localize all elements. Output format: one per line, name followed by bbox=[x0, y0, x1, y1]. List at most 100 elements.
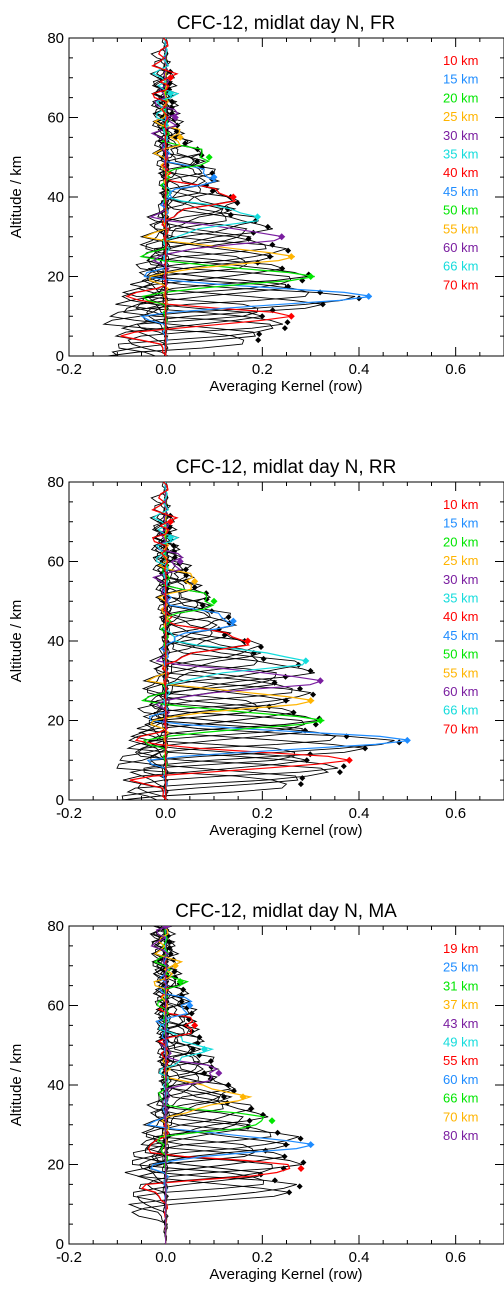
peak-marker-black bbox=[362, 745, 369, 752]
x-tick-label: 0.4 bbox=[349, 361, 370, 378]
legend-entry: 35 km bbox=[443, 147, 478, 162]
y-tick-label: 40 bbox=[47, 1077, 64, 1094]
x-tick-label: 0.0 bbox=[155, 805, 176, 822]
peak-marker-black bbox=[171, 968, 178, 975]
x-tick-label: 0.6 bbox=[445, 1249, 466, 1266]
kernel-peak-marker bbox=[316, 677, 324, 685]
kernel-peak-marker bbox=[229, 193, 237, 201]
legend-entry: 60 km bbox=[443, 684, 478, 699]
kernel-peak-marker bbox=[186, 1002, 194, 1009]
peak-marker-black bbox=[297, 1135, 304, 1142]
peak-marker-black bbox=[300, 1159, 307, 1166]
legend-entry: 66 km bbox=[443, 1091, 478, 1106]
x-axis-label: Averaging Kernel (row) bbox=[209, 378, 362, 395]
y-tick-label: 40 bbox=[47, 189, 64, 206]
kernel-peak-marker bbox=[345, 756, 353, 764]
kernel-peak-marker bbox=[287, 312, 295, 320]
legend-entry: 40 km bbox=[443, 165, 478, 180]
peak-marker-black bbox=[203, 590, 210, 597]
kernel-series-line bbox=[151, 38, 179, 356]
kernel-curves bbox=[102, 38, 373, 356]
x-tick-label: -0.2 bbox=[56, 805, 82, 822]
peak-marker-black bbox=[284, 319, 291, 326]
y-axis-label: Altitude / km bbox=[8, 600, 25, 683]
legend-entry: 19 km bbox=[443, 941, 478, 956]
peak-marker-black bbox=[264, 223, 271, 230]
legend-entry: 55 km bbox=[443, 1053, 478, 1068]
peak-marker-black bbox=[169, 98, 175, 105]
peak-marker-black bbox=[336, 769, 343, 776]
peak-marker-black bbox=[194, 158, 201, 165]
peak-marker-black bbox=[256, 331, 263, 338]
legend-entry: 43 km bbox=[443, 1016, 478, 1031]
x-tick-label: 0.0 bbox=[155, 361, 176, 378]
kernel-row-black bbox=[124, 926, 290, 1244]
x-axis-label: Averaging Kernel (row) bbox=[209, 822, 362, 839]
peak-marker-black bbox=[255, 337, 262, 344]
peak-marker-black bbox=[271, 679, 278, 686]
peak-marker-black bbox=[281, 325, 288, 332]
peak-marker-black bbox=[220, 1093, 227, 1100]
kernel-row-black bbox=[149, 482, 395, 800]
peak-marker-black bbox=[396, 739, 403, 746]
peak-marker-black bbox=[297, 685, 303, 692]
kernel-peak-marker bbox=[244, 637, 252, 645]
kernel-peak-marker bbox=[307, 1141, 315, 1149]
plot-frame bbox=[68, 37, 504, 357]
peak-marker-black bbox=[191, 584, 198, 591]
y-tick-label: 80 bbox=[47, 30, 64, 47]
peak-marker-black bbox=[183, 572, 190, 579]
peak-marker-black bbox=[173, 128, 180, 135]
legend-entry: 20 km bbox=[443, 90, 478, 105]
peak-marker-black bbox=[171, 554, 178, 561]
y-tick-label: 60 bbox=[47, 998, 64, 1015]
x-tick-label: 0.0 bbox=[155, 1249, 176, 1266]
kernel-peak-marker bbox=[171, 114, 179, 121]
legend-entry: 20 km bbox=[443, 534, 478, 549]
peak-marker-black bbox=[285, 283, 292, 290]
peak-marker-black bbox=[209, 188, 216, 195]
kernel-series-line bbox=[145, 926, 315, 1244]
legend-entry: 70 km bbox=[443, 1109, 478, 1124]
peak-marker-black bbox=[166, 944, 173, 951]
kernel-row-black bbox=[154, 926, 189, 1244]
x-tick-label: 0.6 bbox=[445, 361, 466, 378]
y-tick-label: 20 bbox=[47, 713, 64, 730]
y-tick-label: 0 bbox=[56, 792, 64, 809]
peak-marker-black bbox=[207, 1058, 214, 1065]
kernel-peak-marker bbox=[297, 1164, 305, 1172]
peak-marker-black bbox=[188, 1010, 195, 1017]
legend-entry: 49 km bbox=[443, 1035, 478, 1050]
peak-marker-black bbox=[225, 614, 232, 621]
y-tick-label: 20 bbox=[47, 1157, 64, 1174]
x-tick-label: -0.2 bbox=[56, 1249, 82, 1266]
legend-entry: 25 km bbox=[443, 109, 478, 124]
legend-entry: 55 km bbox=[443, 665, 478, 680]
peak-marker-black bbox=[258, 643, 264, 650]
y-tick-label: 0 bbox=[56, 348, 64, 365]
kernel-peak-marker bbox=[167, 534, 174, 542]
kernel-row-black bbox=[119, 482, 299, 800]
peak-marker-black bbox=[267, 253, 273, 260]
kernel-peak-marker bbox=[205, 153, 213, 161]
peak-marker-black bbox=[303, 757, 310, 764]
kernel-peak-marker bbox=[365, 292, 373, 300]
peak-marker-black bbox=[340, 763, 347, 770]
y-tick-label: 20 bbox=[47, 269, 64, 286]
chart-title: CFC-12, midlat day N, MA bbox=[175, 901, 397, 922]
legend-entry: 60 km bbox=[443, 1072, 478, 1087]
kernel-peak-marker bbox=[278, 233, 286, 241]
peak-marker-black bbox=[312, 721, 319, 728]
kernel-peak-marker bbox=[167, 74, 174, 82]
kernel-peak-marker bbox=[162, 926, 170, 930]
peak-marker-black bbox=[180, 986, 187, 993]
peak-marker-black bbox=[245, 235, 252, 242]
legend-entry: 37 km bbox=[443, 997, 478, 1012]
peak-marker-black bbox=[307, 667, 314, 674]
peak-marker-black bbox=[281, 1153, 288, 1160]
legend-entry: 25 km bbox=[443, 553, 478, 568]
legend-entry: 45 km bbox=[443, 628, 478, 643]
peak-marker-black bbox=[201, 1070, 208, 1077]
chart-panel-2: CFC-12, midlat day N, RR -0.2 0.0 0.2 0.4 0.6… bbox=[8, 457, 504, 839]
kernel-peak-marker bbox=[171, 962, 179, 970]
